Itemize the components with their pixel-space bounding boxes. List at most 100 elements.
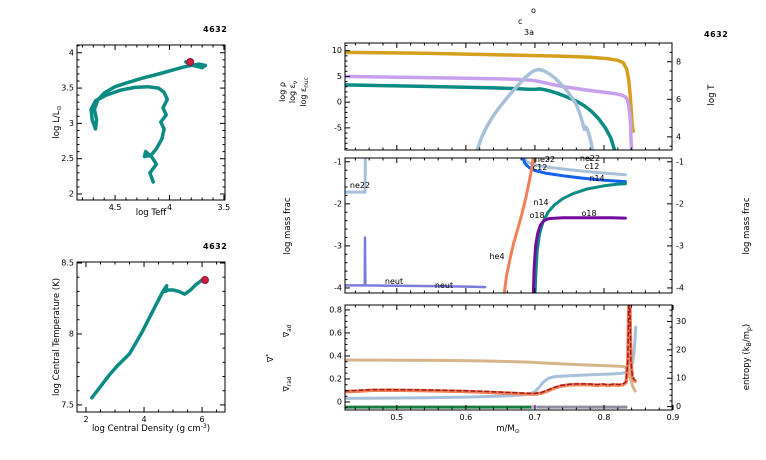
hr-x-axis-title: log Teff bbox=[136, 208, 168, 218]
burn-zone-label-3a: 3a bbox=[524, 28, 534, 37]
y2-tick-label: 8 bbox=[676, 57, 681, 66]
series-o18 bbox=[531, 216, 627, 294]
tick-labels-grads: 0.5 0.6 0.7 0.8 0.9 0 0.2 0.4 0.6 0.8 0 10 20 30 bbox=[329, 305, 686, 422]
y-tick-label: -1 bbox=[334, 157, 342, 166]
y-tick-label: 0.8 bbox=[329, 305, 342, 314]
y-tick-label: 3 bbox=[69, 119, 74, 128]
iso-label-ne22-shell-b: ne22 bbox=[580, 154, 600, 163]
x-tick-label: 0.9 bbox=[667, 413, 680, 422]
series-grad-actual bbox=[344, 304, 636, 395]
label-grad-rad: ∇rad bbox=[282, 376, 293, 392]
iso-label-n14-b: n14 bbox=[533, 198, 548, 207]
mass-x-axis-title: m/M⊙ bbox=[496, 424, 520, 435]
trho-y-axis-title: log Central Temperature (K) bbox=[52, 278, 62, 396]
tick-labels-trho: 2 4 6 7.5 8 8.5 bbox=[61, 258, 204, 424]
y-tick-label: -3 bbox=[334, 241, 342, 250]
x-tick-label: 0.5 bbox=[390, 413, 403, 422]
abund-y-axis-title-left: log mass frac bbox=[283, 197, 293, 254]
y-tick-label: 7.5 bbox=[61, 400, 74, 409]
y2-tick-label: 10 bbox=[676, 374, 686, 383]
series-neut bbox=[344, 236, 487, 289]
burn-zone-label-c: c bbox=[518, 17, 523, 26]
iso-label-he4: he4 bbox=[489, 252, 504, 261]
panel-trho: 2 4 6 7.5 8 8.5 log Central Density (g cm-3) lo… bbox=[52, 258, 226, 434]
y-tick-label: 5 bbox=[337, 72, 342, 81]
burn-zone-label-o: o bbox=[531, 6, 536, 15]
series-central-t-rho-track bbox=[90, 278, 207, 400]
axis-ticks-trho bbox=[77, 262, 225, 412]
y2-tick-label: -2 bbox=[676, 199, 684, 208]
series-entropy bbox=[344, 325, 638, 400]
axes-frame-grads bbox=[344, 304, 673, 411]
tick-labels-hr: 4.5 4 3.5 2 2.5 3 3.5 4 bbox=[61, 48, 230, 212]
series-hr-evolution-track bbox=[89, 60, 208, 184]
marker-hr-current-model bbox=[186, 57, 195, 66]
y-tick-label: 2.5 bbox=[61, 154, 74, 163]
axis-ticks-abund bbox=[345, 158, 672, 293]
y-tick-label: 0 bbox=[337, 98, 342, 107]
iso-label-o18-b: o18 bbox=[529, 211, 544, 220]
y-tick-label: 2 bbox=[69, 189, 74, 198]
y-tick-label: 8.5 bbox=[61, 258, 74, 267]
x-tick-label: 2 bbox=[83, 415, 88, 424]
y2-tick-label: -4 bbox=[676, 283, 684, 292]
series-grad-rad bbox=[344, 304, 637, 396]
axes-frame-abund bbox=[344, 157, 673, 294]
series-log-rho bbox=[344, 74, 634, 151]
y2-tick-label: 20 bbox=[676, 345, 686, 354]
x-tick-label: 6 bbox=[200, 415, 205, 424]
iso-label-c12-a: c12 bbox=[533, 163, 548, 172]
y-tick-label: -4 bbox=[334, 283, 342, 292]
series-grad-ad bbox=[344, 358, 637, 393]
series-n14 bbox=[533, 182, 627, 294]
x-tick-label: 4 bbox=[141, 415, 146, 424]
y-tick-label: 0.6 bbox=[329, 328, 342, 337]
tick-labels-thermo: -5 0 5 10 4 6 8 bbox=[332, 46, 681, 141]
trho-x-axis-title: log Central Density (g cm-3) bbox=[92, 423, 210, 434]
label-grad-actual: ∇* bbox=[266, 354, 275, 363]
axis-ticks-thermo bbox=[345, 42, 672, 150]
series-ne22-shell bbox=[523, 157, 627, 177]
series-c12 bbox=[520, 157, 627, 184]
x-tick-label: 4 bbox=[167, 203, 172, 212]
x-tick-label: 0.8 bbox=[598, 413, 611, 422]
entropy-axis-title: entropy (kB/mp) bbox=[742, 324, 753, 390]
model-number-hr: 4632 bbox=[203, 25, 228, 34]
label-grad-ad: ∇ad bbox=[282, 324, 293, 338]
axis-ticks-grads bbox=[345, 305, 674, 410]
axes-frame-hr bbox=[76, 44, 226, 201]
y-tick-label: 0.2 bbox=[329, 374, 342, 383]
x-tick-label: 4.5 bbox=[109, 203, 122, 212]
iso-label-o18-a: o18 bbox=[581, 209, 596, 218]
y2-tick-label: 0 bbox=[676, 402, 681, 411]
label-log-eps-nuc: log εnuc bbox=[299, 77, 310, 107]
series-log-eps-nu bbox=[344, 83, 617, 151]
label-log-eps-nu: log εν bbox=[288, 81, 299, 103]
series-log-eps-nuc bbox=[475, 67, 595, 151]
axes-frame-thermo bbox=[344, 42, 673, 151]
y2-tick-label: 30 bbox=[676, 317, 686, 326]
marker-trho-current-model bbox=[200, 276, 209, 285]
iso-label-n14-a: n14 bbox=[589, 174, 604, 183]
iso-label-ne22-shell-a: ne22 bbox=[535, 155, 555, 164]
y-tick-label: 3.5 bbox=[61, 84, 74, 93]
axes-frame-trho bbox=[76, 261, 226, 413]
abund-y-axis-title-right: log mass frac bbox=[742, 197, 752, 254]
hr-y-axis-title: log L/L⊙ bbox=[52, 105, 63, 138]
axis-ticks-hr bbox=[77, 45, 225, 200]
series-ne22-core bbox=[344, 157, 367, 194]
panel-abund: -4 -3 -2 -1 -4 -3 -2 -1 log mass frac log mass fr… bbox=[283, 154, 752, 294]
tick-labels-abund: -4 -3 -2 -1 -4 -3 -2 -1 bbox=[334, 157, 684, 292]
y-tick-label: 8 bbox=[69, 329, 74, 338]
panel-grads: 0.5 0.6 0.7 0.8 0.9 0 0.2 0.4 0.6 0.8 0 10 20 30 ∇ad ∇*… bbox=[266, 304, 753, 435]
label-log-T: log T bbox=[707, 84, 717, 106]
y-tick-label: -2 bbox=[334, 199, 342, 208]
y-tick-label: 10 bbox=[332, 46, 342, 55]
label-log-rho: log ρ bbox=[278, 82, 287, 102]
series-he4 bbox=[502, 157, 535, 294]
iso-label-neut-b: neut bbox=[435, 281, 453, 290]
